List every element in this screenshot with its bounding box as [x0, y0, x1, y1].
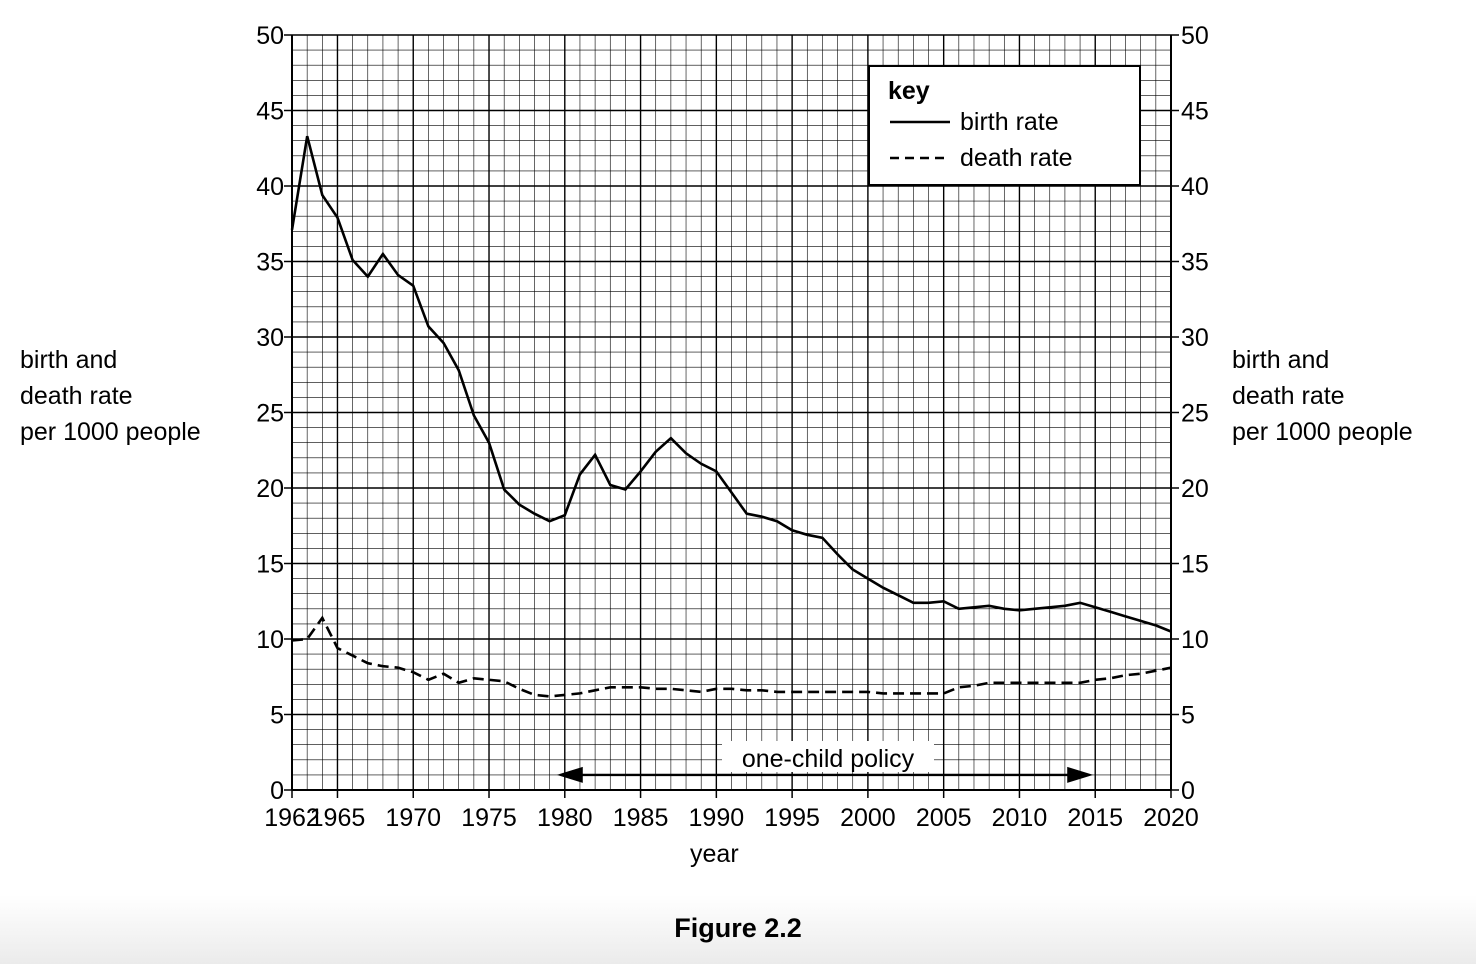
x-axis-label: year [690, 840, 739, 868]
y-axis-label-left: birth and [20, 346, 117, 374]
y-tick-label-right: 50 [1181, 22, 1209, 50]
bottom-band [0, 895, 1476, 964]
figure-caption: Figure 2.2 [674, 913, 802, 943]
x-tick-label: 2005 [916, 804, 972, 832]
series-line-death-rate [291, 615, 1172, 698]
y-tick-label-left: 40 [256, 173, 284, 201]
policy-label-background [722, 741, 935, 772]
chart-series [290, 135, 1172, 698]
x-tick-label: 1965 [310, 804, 366, 832]
y-tick-label-right: 35 [1181, 249, 1209, 277]
x-tick-label: 1985 [613, 804, 669, 832]
y-axis-label-left: per 1000 people [20, 418, 201, 446]
y-tick-label-left: 20 [256, 475, 284, 503]
series-line-birth-rate [290, 135, 1172, 633]
y-tick-label-left: 0 [270, 777, 284, 805]
y-tick-label-left: 10 [256, 626, 284, 654]
y-axis-label-left: death rate [20, 382, 133, 410]
x-tick-label: 1990 [689, 804, 745, 832]
policy-label: one-child policy [742, 745, 915, 773]
x-tick-label: 1995 [764, 804, 820, 832]
policy-arrow-head-left [556, 766, 583, 783]
y-tick-label-left: 50 [256, 22, 284, 50]
x-tick-label: 2020 [1143, 804, 1199, 832]
x-tick-label: 2010 [992, 804, 1048, 832]
legend-box [868, 65, 1141, 186]
y-axis-label-right: death rate [1232, 382, 1345, 410]
y-tick-label-right: 10 [1181, 626, 1209, 654]
y-tick-label-right: 5 [1181, 702, 1195, 730]
y-tick-label-left: 15 [256, 551, 284, 579]
policy-annotation: one-child policy [556, 741, 1094, 783]
x-tick-label: 1975 [461, 804, 517, 832]
y-tick-label-left: 45 [256, 98, 284, 126]
y-tick-label-left: 25 [256, 400, 284, 428]
y-axis-label-right: birth and [1232, 346, 1329, 374]
y-tick-label-right: 20 [1181, 475, 1209, 503]
legend-entry-label: birth rate [960, 108, 1059, 136]
y-tick-label-right: 15 [1181, 551, 1209, 579]
x-tick-label: 2000 [840, 804, 896, 832]
x-tick-label: 1970 [385, 804, 441, 832]
y-tick-label-right: 0 [1181, 777, 1195, 805]
legend-entry-label: death rate [960, 144, 1073, 172]
y-tick-label-left: 35 [256, 249, 284, 277]
y-tick-label-left: 30 [256, 324, 284, 352]
y-tick-label-left: 5 [270, 702, 284, 730]
x-tick-label: 1980 [537, 804, 593, 832]
y-tick-label-right: 30 [1181, 324, 1209, 352]
y-tick-label-right: 45 [1181, 98, 1209, 126]
legend: key birth rate death rate [868, 65, 1141, 186]
x-tick-label: 2015 [1067, 804, 1123, 832]
x-tick-label: 1962 [264, 804, 320, 832]
y-tick-label-right: 25 [1181, 400, 1209, 428]
legend-title: key [888, 77, 930, 105]
y-tick-label-right: 40 [1181, 173, 1209, 201]
axis-labels: year birth and birth and death rate death ra… [20, 346, 1413, 868]
policy-arrow-head-right [1067, 766, 1094, 783]
y-axis-label-right: per 1000 people [1232, 418, 1413, 446]
